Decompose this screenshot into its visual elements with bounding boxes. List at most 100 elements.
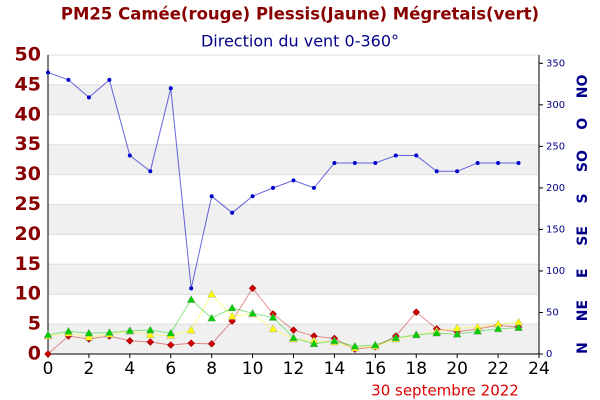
y-tick-label: 15 <box>15 253 41 275</box>
y2-tick-label: 50 <box>546 307 559 318</box>
point <box>187 339 196 348</box>
x-tick-label: 12 <box>283 359 305 379</box>
y-tick-label: 20 <box>15 223 41 245</box>
point <box>309 339 319 348</box>
point <box>291 178 296 183</box>
x-tick-label: 6 <box>165 359 176 379</box>
point <box>268 324 278 333</box>
point <box>370 340 380 349</box>
point <box>125 326 135 334</box>
grid-band <box>48 144 539 175</box>
y-tick-label: 40 <box>15 103 41 125</box>
y-tick-label: 25 <box>15 193 41 215</box>
y-tick-label: 30 <box>15 163 41 185</box>
point <box>350 341 360 350</box>
y2-tick-label: 300 <box>546 100 565 111</box>
point <box>230 210 235 215</box>
point <box>207 339 216 348</box>
point <box>46 70 50 75</box>
point <box>189 286 194 291</box>
direction-label: NO <box>575 74 591 98</box>
point <box>209 194 214 199</box>
point <box>514 323 523 331</box>
x-tick-label: 16 <box>365 359 387 379</box>
series-line <box>47 71 519 289</box>
point <box>414 153 419 158</box>
x-tick-label: 14 <box>324 359 346 379</box>
y-tick-label: 0 <box>28 343 41 365</box>
y2-tick-label: 200 <box>546 183 565 194</box>
point <box>43 330 53 339</box>
point <box>107 77 112 82</box>
point <box>271 185 276 190</box>
y-tick-label: 35 <box>15 133 41 155</box>
point <box>64 326 73 335</box>
point <box>373 160 378 165</box>
y2-tick-label: 250 <box>546 141 565 152</box>
point <box>168 86 173 91</box>
x-tick-label: 20 <box>446 359 468 379</box>
chart-title: PM25 Camée(rouge) Plessis(Jaune) Mégreta… <box>61 5 539 24</box>
grid-band <box>48 84 539 115</box>
point <box>166 341 175 349</box>
point <box>166 328 176 337</box>
point <box>434 169 439 174</box>
point <box>84 332 94 341</box>
direction-label: SO <box>575 150 591 172</box>
x-tick-label: 0 <box>43 359 54 379</box>
point <box>248 284 257 293</box>
point <box>412 308 421 316</box>
point <box>330 336 339 345</box>
x-tick-label: 10 <box>242 359 264 379</box>
x-tick-label: 22 <box>487 359 509 379</box>
point <box>432 328 442 337</box>
direction-label: E <box>575 268 591 278</box>
point <box>268 313 278 321</box>
point <box>146 338 155 346</box>
direction-label: SE <box>575 226 591 246</box>
y2-tick-label: 100 <box>546 266 565 277</box>
y-tick-label: 45 <box>15 73 41 95</box>
date-label: 30 septembre 2022 <box>371 382 519 400</box>
point <box>86 95 91 100</box>
y2-tick-label: 350 <box>546 58 565 69</box>
y-tick-label: 5 <box>28 313 41 335</box>
y2-tick-label: 0 <box>546 349 552 360</box>
direction-label: O <box>575 118 591 130</box>
point <box>393 153 398 158</box>
point <box>452 329 462 338</box>
y-tick-label: 50 <box>15 44 41 66</box>
point <box>66 77 71 82</box>
point <box>493 324 503 333</box>
chart-subtitle: Direction du vent 0-360° <box>201 32 399 51</box>
point <box>148 169 153 174</box>
point <box>411 330 421 339</box>
point <box>289 333 298 342</box>
series-line <box>47 287 519 355</box>
point <box>44 350 52 358</box>
point <box>207 289 217 298</box>
grid-band <box>48 204 539 235</box>
direction-label: S <box>575 193 591 203</box>
point <box>516 160 521 165</box>
x-tick-label: 18 <box>405 359 427 379</box>
point <box>496 160 501 165</box>
point <box>352 160 357 165</box>
point <box>186 325 196 334</box>
point <box>332 160 337 165</box>
point <box>125 336 134 345</box>
point <box>227 311 237 320</box>
point <box>248 308 257 317</box>
point <box>473 326 482 335</box>
y-tick-label: 10 <box>15 283 41 305</box>
point <box>145 330 155 339</box>
direction-label: N <box>575 342 591 354</box>
point <box>455 169 460 174</box>
point <box>207 313 217 322</box>
series-line <box>47 293 519 349</box>
point <box>250 194 255 199</box>
direction-label: NE <box>575 300 591 321</box>
x-tick-label: 4 <box>124 359 135 379</box>
point <box>105 328 114 336</box>
